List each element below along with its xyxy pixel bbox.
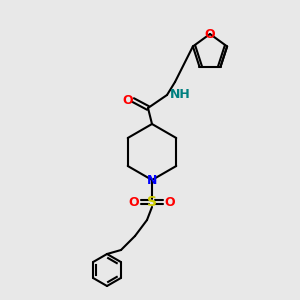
Text: N: N	[147, 173, 157, 187]
Text: O: O	[129, 196, 139, 208]
Text: O: O	[205, 28, 215, 40]
Text: NH: NH	[170, 88, 191, 101]
Text: O: O	[123, 94, 133, 106]
Text: O: O	[165, 196, 175, 208]
Text: S: S	[147, 195, 157, 209]
